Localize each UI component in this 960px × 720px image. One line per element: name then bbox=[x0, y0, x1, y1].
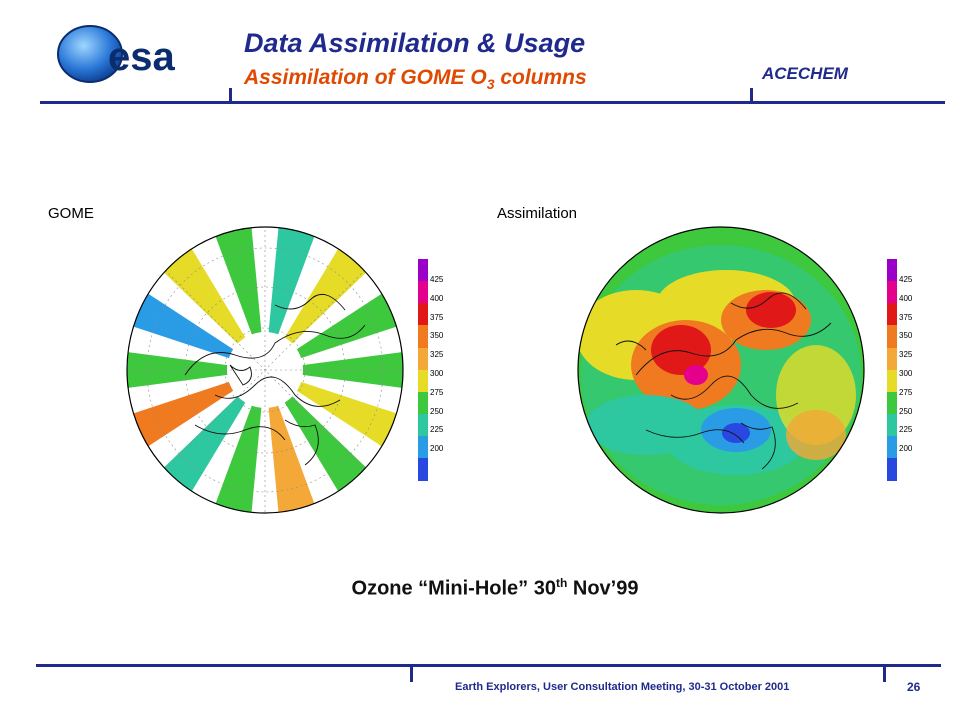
color-scale-segment bbox=[887, 391, 897, 415]
color-scale-tick-label: 250 bbox=[899, 406, 913, 416]
color-scale-segment bbox=[887, 413, 897, 437]
color-scale-tick-label: 275 bbox=[430, 387, 444, 397]
color-scale-segment bbox=[418, 369, 428, 393]
esa-logo: esa bbox=[50, 18, 220, 88]
header-divider-tick bbox=[229, 88, 232, 102]
color-scale-segment bbox=[887, 281, 897, 304]
color-scale-segment bbox=[887, 259, 897, 282]
slide-subtitle: Assimilation of GOME O3 columns bbox=[244, 66, 587, 93]
color-scale-segment bbox=[887, 458, 897, 481]
footer-divider bbox=[36, 664, 941, 667]
color-scale-segment bbox=[418, 458, 428, 481]
color-scale-segment bbox=[418, 413, 428, 437]
gome-swath bbox=[265, 347, 403, 393]
footer-divider-tick bbox=[410, 666, 413, 682]
color-scale-tick-label: 200 bbox=[899, 444, 913, 454]
color-scale-segment bbox=[887, 303, 897, 326]
figure-caption: Ozone “Mini-Hole” 30th Nov’99 bbox=[351, 576, 639, 600]
assimilation-panel-label: Assimilation bbox=[497, 205, 578, 222]
color-scale-tick-label: 425 bbox=[430, 275, 444, 284]
color-scale-tick-label: 350 bbox=[899, 331, 913, 341]
color-scale-tick-label: 200 bbox=[430, 444, 444, 454]
gome-polar-map bbox=[125, 225, 405, 515]
color-scale-tick-label: 425 bbox=[899, 275, 913, 284]
gome-panel-label: GOME bbox=[48, 205, 94, 222]
color-scale-tick-label: 225 bbox=[899, 425, 913, 435]
color-scale-segment bbox=[887, 347, 897, 371]
color-scale-segment bbox=[418, 391, 428, 415]
gome-swath bbox=[206, 370, 265, 513]
footer-divider-tick bbox=[883, 666, 886, 682]
color-scale-segment bbox=[418, 347, 428, 371]
color-scale-tick-label: 325 bbox=[430, 350, 444, 360]
logo-text: esa bbox=[108, 35, 175, 79]
color-scale-tick-label: 375 bbox=[430, 312, 444, 322]
gome-swath bbox=[265, 370, 324, 513]
color-scale-segment bbox=[887, 436, 897, 459]
gome-color-scale: 425 400 375 350 325 300 275 250 225 200 bbox=[418, 259, 478, 481]
project-label: ACECHEM bbox=[762, 64, 848, 83]
color-scale-tick-label: 225 bbox=[430, 425, 444, 435]
page-number: 26 bbox=[907, 680, 921, 694]
color-scale-segment bbox=[418, 325, 428, 349]
color-scale-tick-label: 250 bbox=[430, 406, 444, 416]
gome-swath bbox=[265, 227, 324, 370]
header-divider bbox=[40, 101, 945, 104]
footer-event-text: Earth Explorers, User Consultation Meeti… bbox=[455, 681, 790, 693]
assimilation-color-scale: 425 400 375 350 325 300 275 250 225 200 bbox=[887, 259, 947, 481]
color-scale-tick-label: 375 bbox=[899, 312, 913, 322]
slide-title: Data Assimilation & Usage bbox=[244, 28, 586, 58]
color-scale-segment bbox=[418, 259, 428, 282]
color-scale-segment bbox=[418, 436, 428, 459]
color-scale-tick-label: 275 bbox=[899, 387, 913, 397]
color-scale-segment bbox=[887, 325, 897, 349]
color-scale-segment bbox=[418, 303, 428, 326]
color-scale-tick-label: 300 bbox=[899, 369, 913, 378]
color-scale-tick-label: 350 bbox=[430, 331, 444, 341]
gome-swath bbox=[206, 227, 265, 370]
color-scale-tick-label: 400 bbox=[899, 293, 913, 303]
assimilation-polar-map bbox=[576, 225, 866, 515]
color-scale-tick-label: 300 bbox=[430, 369, 444, 378]
color-scale-tick-label: 400 bbox=[430, 293, 444, 303]
color-scale-segment bbox=[887, 369, 897, 393]
color-scale-tick-label: 325 bbox=[899, 350, 913, 360]
color-scale-segment bbox=[418, 281, 428, 304]
header-divider-tick bbox=[750, 88, 753, 102]
